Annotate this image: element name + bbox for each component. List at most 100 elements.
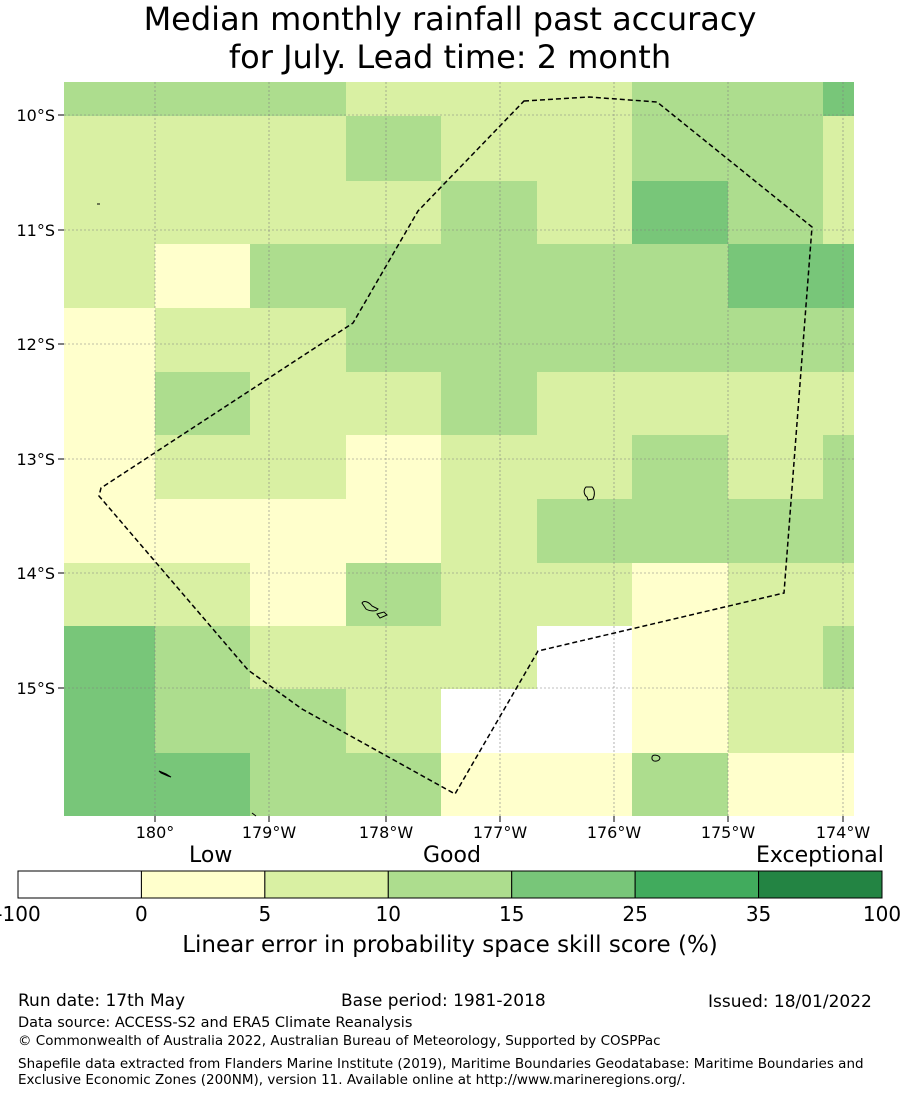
grid-cell xyxy=(250,689,346,753)
island-outline xyxy=(158,770,172,778)
grid-cell xyxy=(823,563,854,626)
grid-cell xyxy=(632,689,728,753)
base-period: Base period: 1981-2018 xyxy=(341,991,546,1011)
grid-cell xyxy=(537,244,632,308)
grid-cell xyxy=(346,372,441,435)
grid-cell xyxy=(441,244,537,308)
grid-cell xyxy=(155,372,250,435)
colorbar-label-exceptional: Exceptional xyxy=(756,843,884,868)
colorbar-segment xyxy=(387,870,513,899)
grid-cell xyxy=(537,689,632,753)
grid-cell xyxy=(823,689,854,753)
grid-cell xyxy=(64,689,155,753)
lon-label: 180° xyxy=(136,823,175,840)
grid-cell xyxy=(155,435,250,499)
colorbar-label-low: Low xyxy=(189,843,233,868)
grid-cell xyxy=(823,82,854,116)
grid-cell xyxy=(728,626,823,689)
colorbar-tick-label: 35 xyxy=(745,902,772,926)
colorbar-label-good: Good xyxy=(423,843,481,868)
grid-cell xyxy=(250,308,346,372)
grid-cell xyxy=(346,499,441,563)
grid-cell xyxy=(823,435,854,499)
grid-cell xyxy=(537,563,632,626)
lat-label: 10°S xyxy=(16,106,55,125)
grid-cell xyxy=(64,626,155,689)
island-outline xyxy=(583,486,595,501)
lon-label: 176°W xyxy=(587,823,642,840)
island-outline xyxy=(376,611,388,619)
colorbar-segment xyxy=(634,870,760,899)
grid-cell xyxy=(728,181,823,244)
grid-cell xyxy=(64,181,155,244)
grid-cell xyxy=(346,563,441,626)
island-outline xyxy=(361,601,379,612)
colorbar-tick-label: 5 xyxy=(258,902,272,926)
grid-cell xyxy=(250,626,346,689)
grid-cell xyxy=(537,753,632,816)
grid-cell xyxy=(823,181,854,244)
grid-cell xyxy=(728,753,823,816)
grid-cell xyxy=(155,689,250,753)
grid-cell xyxy=(64,82,155,116)
grid-cell xyxy=(441,372,537,435)
grid-cell xyxy=(441,181,537,244)
grid-cell xyxy=(537,626,632,689)
grid-cell xyxy=(537,116,632,181)
colorbar-tick-label: 10 xyxy=(375,902,402,926)
skill-grid xyxy=(64,82,854,816)
data-source: Data source: ACCESS-S2 and ERA5 Climate … xyxy=(18,1015,413,1031)
map-axes: 10°S 11°S 12°S 13°S 14°S 15°S 180° 179°W 178°W 17… xyxy=(16,106,870,840)
grid-cell xyxy=(155,244,250,308)
map-title-line1: Median monthly rainfall past accuracy xyxy=(143,0,757,38)
grid-cell xyxy=(728,372,823,435)
grid-cell xyxy=(441,82,537,116)
grid-cell xyxy=(632,308,728,372)
grid-cell xyxy=(155,181,250,244)
grid-cell xyxy=(728,689,823,753)
grid-cell xyxy=(64,435,155,499)
grid-cell xyxy=(155,116,250,181)
grid-cell xyxy=(728,82,823,116)
issued-date: Issued: 18/01/2022 xyxy=(708,992,872,1012)
grid-cell xyxy=(632,626,728,689)
skill-score-map: 10°S 11°S 12°S 13°S 14°S 15°S 180° 179°W 178°W 17… xyxy=(16,82,870,840)
grid-cell xyxy=(632,82,728,116)
grid-cell xyxy=(632,499,728,563)
grid-cell xyxy=(632,181,728,244)
island-outline xyxy=(651,754,661,762)
grid-cell xyxy=(441,435,537,499)
grid-cell xyxy=(823,753,854,816)
colorbar-title: Linear error in probability space skill … xyxy=(182,932,718,958)
grid-cell xyxy=(537,181,632,244)
grid-cell xyxy=(346,181,441,244)
colorbar-tick-label: 25 xyxy=(622,902,648,926)
grid-cell xyxy=(346,82,441,116)
grid-cell xyxy=(250,244,346,308)
lat-label: 15°S xyxy=(16,679,55,698)
grid-cell xyxy=(823,116,854,181)
lat-label: 13°S xyxy=(16,450,55,469)
grid-cell xyxy=(537,308,632,372)
grid-cell xyxy=(441,563,537,626)
shapefile-credit: Shapefile data extracted from Flanders M… xyxy=(18,1056,864,1088)
grid-cell xyxy=(537,372,632,435)
colorbar-segment xyxy=(264,870,389,899)
grid-cell xyxy=(346,626,441,689)
colorbar-segment xyxy=(140,870,266,899)
grid-cell xyxy=(346,753,441,816)
colorbar-tick-label: 100 xyxy=(862,902,900,926)
lat-label: 14°S xyxy=(16,564,55,583)
grid-cell xyxy=(250,753,346,816)
grid-cell xyxy=(823,372,854,435)
grid-cell xyxy=(632,244,728,308)
grid-cell xyxy=(632,116,728,181)
grid-cell xyxy=(632,753,728,816)
grid-cell xyxy=(441,626,537,689)
grid-cell xyxy=(250,563,346,626)
grid-cell xyxy=(250,82,346,116)
lon-label: 175°W xyxy=(701,823,756,840)
islet-mark xyxy=(251,812,257,817)
grid-cell xyxy=(155,499,250,563)
lon-label: 178°W xyxy=(359,823,414,840)
